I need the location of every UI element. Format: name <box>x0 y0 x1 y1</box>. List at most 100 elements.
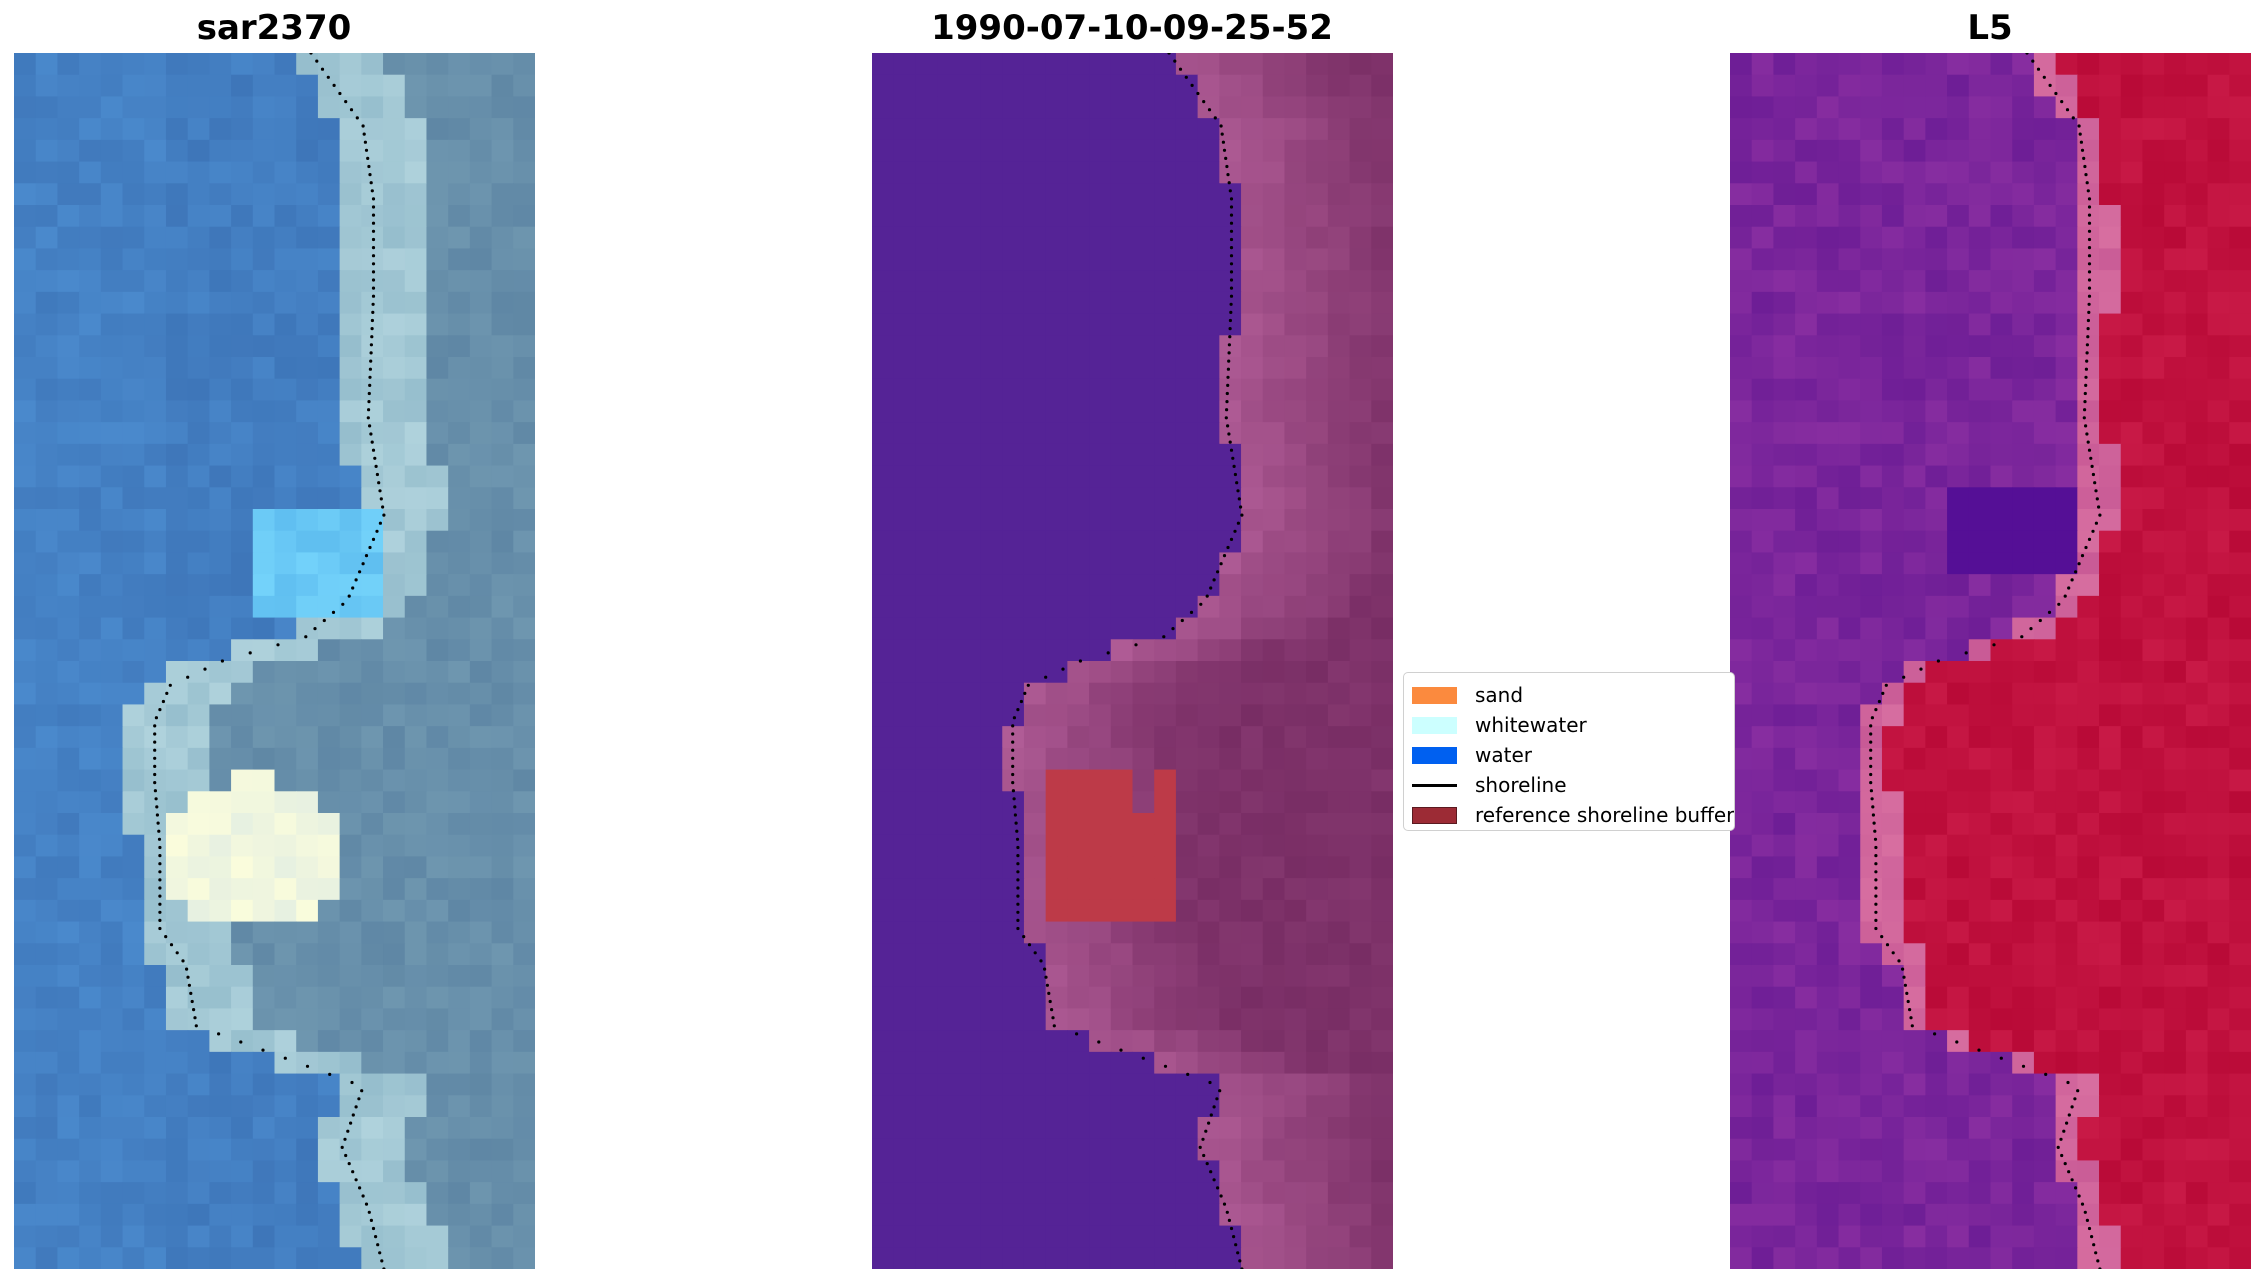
shoreline-point <box>161 699 165 704</box>
rgb-pixel <box>317 856 341 879</box>
legend-item-shoreline: shoreline <box>1412 770 1567 800</box>
rgb-pixel <box>339 595 362 619</box>
rgb-pixel <box>144 1030 167 1053</box>
shoreline-point <box>2090 464 2094 468</box>
rgb-pixel <box>426 205 449 228</box>
rgb-pixel <box>361 1030 384 1053</box>
rgb-pixel <box>274 1138 297 1162</box>
rgb-pixel <box>231 965 254 988</box>
index-pixel <box>1838 378 1861 402</box>
shoreline-point <box>2038 618 2042 623</box>
index-pixel <box>1816 1008 1840 1031</box>
class-pixel <box>1262 270 1286 293</box>
index-pixel <box>2207 791 2230 814</box>
rgb-pixel <box>57 1030 80 1053</box>
class-pixel <box>1262 1051 1286 1075</box>
class-pixel <box>1023 1160 1047 1183</box>
shoreline-point <box>1225 400 1229 404</box>
class-pixel <box>1175 96 1199 119</box>
class-pixel <box>872 422 895 445</box>
rgb-pixel <box>57 487 80 510</box>
rgb-pixel <box>317 1160 341 1183</box>
class-pixel <box>1262 617 1286 640</box>
shoreline-point <box>349 108 354 112</box>
shoreline-point <box>1016 910 1020 914</box>
index-pixel <box>2207 856 2230 879</box>
index-pixel <box>1881 617 1905 640</box>
class-pixel <box>1349 552 1372 575</box>
shoreline-point <box>2087 254 2092 258</box>
class-pixel <box>1175 161 1199 184</box>
index-pixel <box>1795 965 1818 988</box>
classified-image <box>872 53 1393 1269</box>
index-pixel <box>2142 878 2165 901</box>
index-pixel <box>2033 248 2057 271</box>
rgb-pixel <box>339 378 362 402</box>
class-pixel <box>1219 118 1242 141</box>
rgb-pixel <box>57 161 80 184</box>
index-pixel <box>1881 1008 1905 1031</box>
rgb-pixel <box>469 1182 493 1205</box>
rgb-pixel <box>317 487 341 510</box>
shoreline-point <box>153 764 157 769</box>
rgb-pixel <box>513 1051 535 1075</box>
class-pixel <box>1067 378 1090 402</box>
class-pixel <box>893 1008 917 1031</box>
class-pixel <box>958 856 982 879</box>
class-pixel <box>1132 335 1155 358</box>
class-pixel <box>1045 661 1068 684</box>
rgb-pixel <box>317 270 341 293</box>
class-pixel <box>1197 139 1220 163</box>
class-pixel <box>872 530 895 554</box>
class-pixel <box>1132 313 1155 336</box>
rgb-pixel <box>469 422 493 445</box>
index-pixel <box>2120 161 2144 184</box>
index-pixel <box>1795 1182 1818 1205</box>
index-pixel <box>1816 270 1840 293</box>
index-pixel <box>2164 357 2187 380</box>
class-pixel <box>1132 813 1155 836</box>
rgb-pixel <box>122 1247 145 1269</box>
class-pixel <box>1241 813 1264 836</box>
shoreline-point <box>2087 448 2092 452</box>
index-pixel <box>1838 595 1861 619</box>
class-pixel <box>872 53 895 76</box>
rgb-pixel <box>57 183 80 206</box>
rgb-image <box>14 53 535 1269</box>
class-pixel <box>958 682 982 706</box>
shoreline-point <box>2085 432 2089 436</box>
class-pixel <box>1089 661 1112 684</box>
class-pixel <box>1110 509 1134 532</box>
rgb-pixel <box>100 422 124 445</box>
rgb-pixel <box>187 899 210 923</box>
shoreline-point <box>1023 691 1027 696</box>
rgb-pixel <box>448 639 471 662</box>
class-pixel <box>1175 1138 1199 1162</box>
index-pixel <box>2099 74 2122 98</box>
class-pixel <box>872 1030 895 1053</box>
rgb-pixel <box>469 704 493 727</box>
class-pixel <box>1067 400 1090 423</box>
rgb-pixel <box>426 1225 449 1248</box>
shoreline-point <box>350 1080 354 1085</box>
class-pixel <box>1241 226 1264 250</box>
rgb-pixel <box>339 639 362 662</box>
class-pixel <box>1023 1051 1047 1075</box>
shoreline-point <box>361 124 365 128</box>
class-pixel <box>1371 791 1393 814</box>
class-pixel <box>1284 899 1307 923</box>
class-pixel <box>1154 270 1177 293</box>
index-pixel <box>1903 378 1926 402</box>
class-pixel <box>1306 1008 1329 1031</box>
class-pixel <box>1110 682 1134 706</box>
index-pixel <box>2033 682 2057 706</box>
rgb-pixel <box>14 726 37 749</box>
class-pixel <box>1241 1095 1264 1118</box>
rgb-pixel <box>339 834 362 858</box>
index-pixel <box>1968 487 1992 510</box>
index-pixel <box>1838 791 1861 814</box>
rgb-pixel <box>383 139 406 163</box>
rgb-pixel <box>426 899 449 923</box>
index-pixel <box>1990 530 2013 554</box>
shoreline-point <box>370 318 374 323</box>
